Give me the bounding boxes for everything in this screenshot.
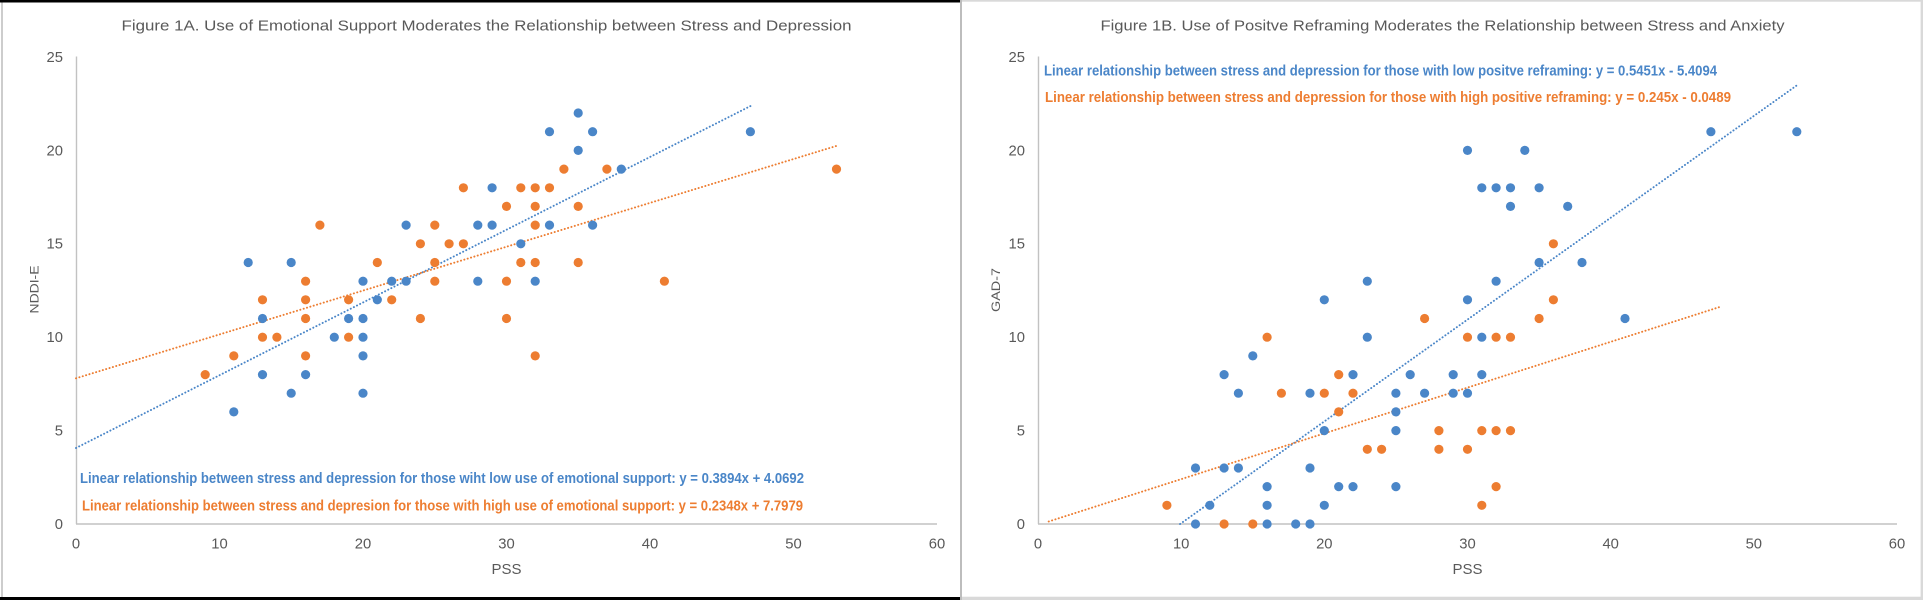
svg-text:25: 25 (1009, 50, 1025, 66)
svg-text:15: 15 (47, 237, 63, 253)
svg-text:NDDI-E: NDDI-E (28, 266, 42, 314)
svg-text:PSS: PSS (491, 561, 521, 578)
svg-text:Figure 1B. Use of Positve Refr: Figure 1B. Use of Positve Reframing Mode… (1101, 18, 1786, 34)
svg-text:0: 0 (1017, 517, 1025, 533)
svg-text:0: 0 (1034, 537, 1042, 553)
svg-text:Linear relationship between st: Linear relationship between stress and d… (80, 471, 804, 487)
svg-text:50: 50 (785, 537, 801, 553)
svg-text:20: 20 (1316, 537, 1332, 553)
svg-text:0: 0 (55, 517, 63, 533)
svg-text:10: 10 (1173, 537, 1189, 553)
svg-text:GAD-7: GAD-7 (989, 268, 1003, 312)
svg-text:60: 60 (1889, 537, 1905, 553)
svg-text:40: 40 (1602, 537, 1618, 553)
svg-text:PSS: PSS (1452, 561, 1482, 578)
svg-text:30: 30 (1459, 537, 1475, 553)
svg-text:Linear relationship between st: Linear relationship between stress and d… (1045, 90, 1731, 106)
svg-text:5: 5 (1017, 424, 1025, 440)
svg-text:20: 20 (355, 537, 371, 553)
svg-text:25: 25 (47, 50, 63, 66)
svg-text:Figure 1A. Use of Emotional Su: Figure 1A. Use of Emotional Support Mode… (122, 18, 852, 34)
svg-text:0: 0 (72, 537, 80, 553)
svg-text:15: 15 (1009, 237, 1025, 253)
svg-text:60: 60 (929, 537, 945, 553)
svg-text:40: 40 (642, 537, 658, 553)
svg-text:10: 10 (1009, 330, 1025, 346)
svg-text:Linear relationship between st: Linear relationship between stress and d… (1044, 64, 1717, 80)
svg-text:20: 20 (47, 143, 63, 159)
svg-text:Linear relationship between st: Linear relationship between stress and d… (82, 499, 803, 515)
svg-text:10: 10 (47, 330, 63, 346)
svg-text:5: 5 (55, 424, 63, 440)
svg-text:10: 10 (211, 537, 227, 553)
svg-text:20: 20 (1009, 143, 1025, 159)
svg-text:30: 30 (498, 537, 514, 553)
svg-text:50: 50 (1746, 537, 1762, 553)
